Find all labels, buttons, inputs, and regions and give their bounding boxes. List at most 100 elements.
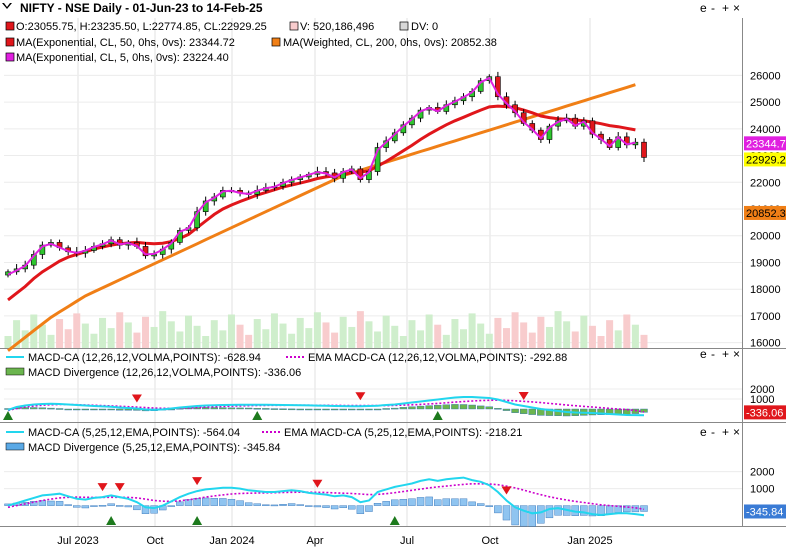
divergence-bar <box>98 505 107 507</box>
y-tick-label: 20000 <box>750 231 781 243</box>
buy-signal-marker <box>3 411 13 420</box>
divergence-bar <box>201 407 210 410</box>
divergence-bar <box>434 499 442 506</box>
legend-ma50: MA(Exponential, CL, 50, 0hs, 0vs): 23344… <box>16 37 235 49</box>
sell-signal-marker <box>312 479 323 488</box>
candle-body <box>546 125 553 140</box>
divergence-bar <box>141 505 150 514</box>
pane1-control-2[interactable]: + <box>722 347 729 361</box>
x-tick-label: Jan 2024 <box>209 535 254 547</box>
volume-bar <box>528 332 536 348</box>
divergence-bar <box>107 408 115 411</box>
volume-bar <box>485 333 493 348</box>
divergence-bar <box>408 406 416 410</box>
pane2-control-2[interactable]: + <box>722 425 729 439</box>
divergence-bar <box>597 408 605 416</box>
divergence-bar <box>244 407 253 410</box>
divergence-bar <box>124 408 133 411</box>
divergence-bar <box>150 505 158 514</box>
pane1-control-1[interactable]: - <box>711 347 715 361</box>
divergence-bar <box>279 408 287 410</box>
volume-bar <box>640 334 648 348</box>
divergence-bar <box>339 505 347 509</box>
divergence-bar <box>133 505 141 511</box>
volume-bar <box>73 313 81 348</box>
divergence-bar <box>528 408 536 415</box>
divergence-bar <box>459 498 468 506</box>
divergence-bar <box>322 408 330 411</box>
legend-volume: V: 520,186,496 <box>300 21 374 33</box>
legend-macd1: MACD-CA (12,26,12,VOLMA,POINTS): -628.94 <box>28 352 261 364</box>
sell-signal-marker <box>192 477 203 486</box>
macd-tag-bg <box>744 405 786 420</box>
divergence-bar <box>494 408 502 410</box>
volume-bar <box>253 319 261 348</box>
buy-signal-marker <box>389 516 400 525</box>
pane1-control-3[interactable]: × <box>733 347 740 361</box>
window-control-0[interactable]: e <box>700 1 707 15</box>
pane1-control-0[interactable]: e <box>700 347 707 361</box>
macd-line <box>7 476 645 517</box>
window-control-1[interactable]: - <box>711 1 715 15</box>
divergence-bar <box>356 505 365 514</box>
divergence-bar <box>631 505 640 513</box>
x-tick-label: Apr <box>306 535 323 547</box>
divergence-bar <box>64 408 72 411</box>
volume-bar <box>348 326 356 348</box>
divergence-bar <box>339 408 347 411</box>
divergence-bar <box>322 505 330 508</box>
volume-bar <box>322 322 330 348</box>
divergence-bar <box>511 408 519 413</box>
divergence-bar <box>30 501 38 506</box>
legend-div2-swatch <box>5 442 25 451</box>
y-tick-label: 26000 <box>750 70 781 82</box>
window-control-2[interactable]: + <box>722 1 729 15</box>
divergence-bar <box>425 496 433 506</box>
volume-bar <box>4 336 12 348</box>
volume-bar <box>331 332 339 348</box>
volume-bar <box>494 317 502 348</box>
divergence-bar <box>30 407 38 410</box>
sell-signal-marker <box>114 483 125 492</box>
volume-bar <box>460 329 468 348</box>
divergence-bar <box>451 498 459 506</box>
price-tag-ma50-bg <box>744 136 786 151</box>
divergence-bar <box>219 407 227 410</box>
legend-ma5: MA(Exponential, CL, 5, 0hs, 0vs): 23224.… <box>16 52 229 64</box>
volume-bar <box>356 311 364 348</box>
window-control-3[interactable]: × <box>733 1 740 15</box>
buy-signal-marker <box>106 516 117 525</box>
volume-bar <box>236 324 244 348</box>
legend-dv: DV: 0 <box>411 21 438 33</box>
pane2-control-3[interactable]: × <box>733 425 740 439</box>
pane2-control-1[interactable]: - <box>711 425 715 439</box>
sell-signal-marker <box>131 394 142 403</box>
divergence-bar <box>502 505 511 521</box>
legend-ma50-swatch <box>5 37 15 47</box>
x-tick-label: Jan 2025 <box>567 535 612 547</box>
y-tick-label: 2000 <box>750 467 774 479</box>
volume-bar <box>339 316 347 348</box>
divergence-bar <box>511 505 519 526</box>
volume-bar <box>451 319 459 348</box>
divergence-bar <box>244 502 253 506</box>
volume-bar <box>90 333 98 348</box>
sell-signal-marker <box>501 486 512 495</box>
divergence-bar <box>442 498 451 506</box>
y-tick-label: 1000 <box>750 394 774 406</box>
chart-title: NIFTY - NSE Daily - 01-Jun-23 to 14-Feb-… <box>20 1 263 15</box>
sell-signal-marker <box>518 392 529 400</box>
volume-bar <box>425 314 433 348</box>
divergence-bar <box>588 505 597 517</box>
divergence-bar <box>451 404 459 410</box>
x-tick-label: Jul 2023 <box>57 535 99 547</box>
price-tag-ma200-bg <box>744 205 786 220</box>
pane2-control-0[interactable]: e <box>700 425 707 439</box>
volume-bar <box>554 311 562 348</box>
price-tag-ma200: 20852.3 <box>746 208 786 220</box>
price-tag-ma50: 23344.7 <box>746 138 786 150</box>
legend-div1: MACD Divergence (12,26,12,VOLMA,POINTS):… <box>28 367 301 379</box>
divergence-bar <box>287 408 296 411</box>
divergence-bar <box>193 498 201 506</box>
